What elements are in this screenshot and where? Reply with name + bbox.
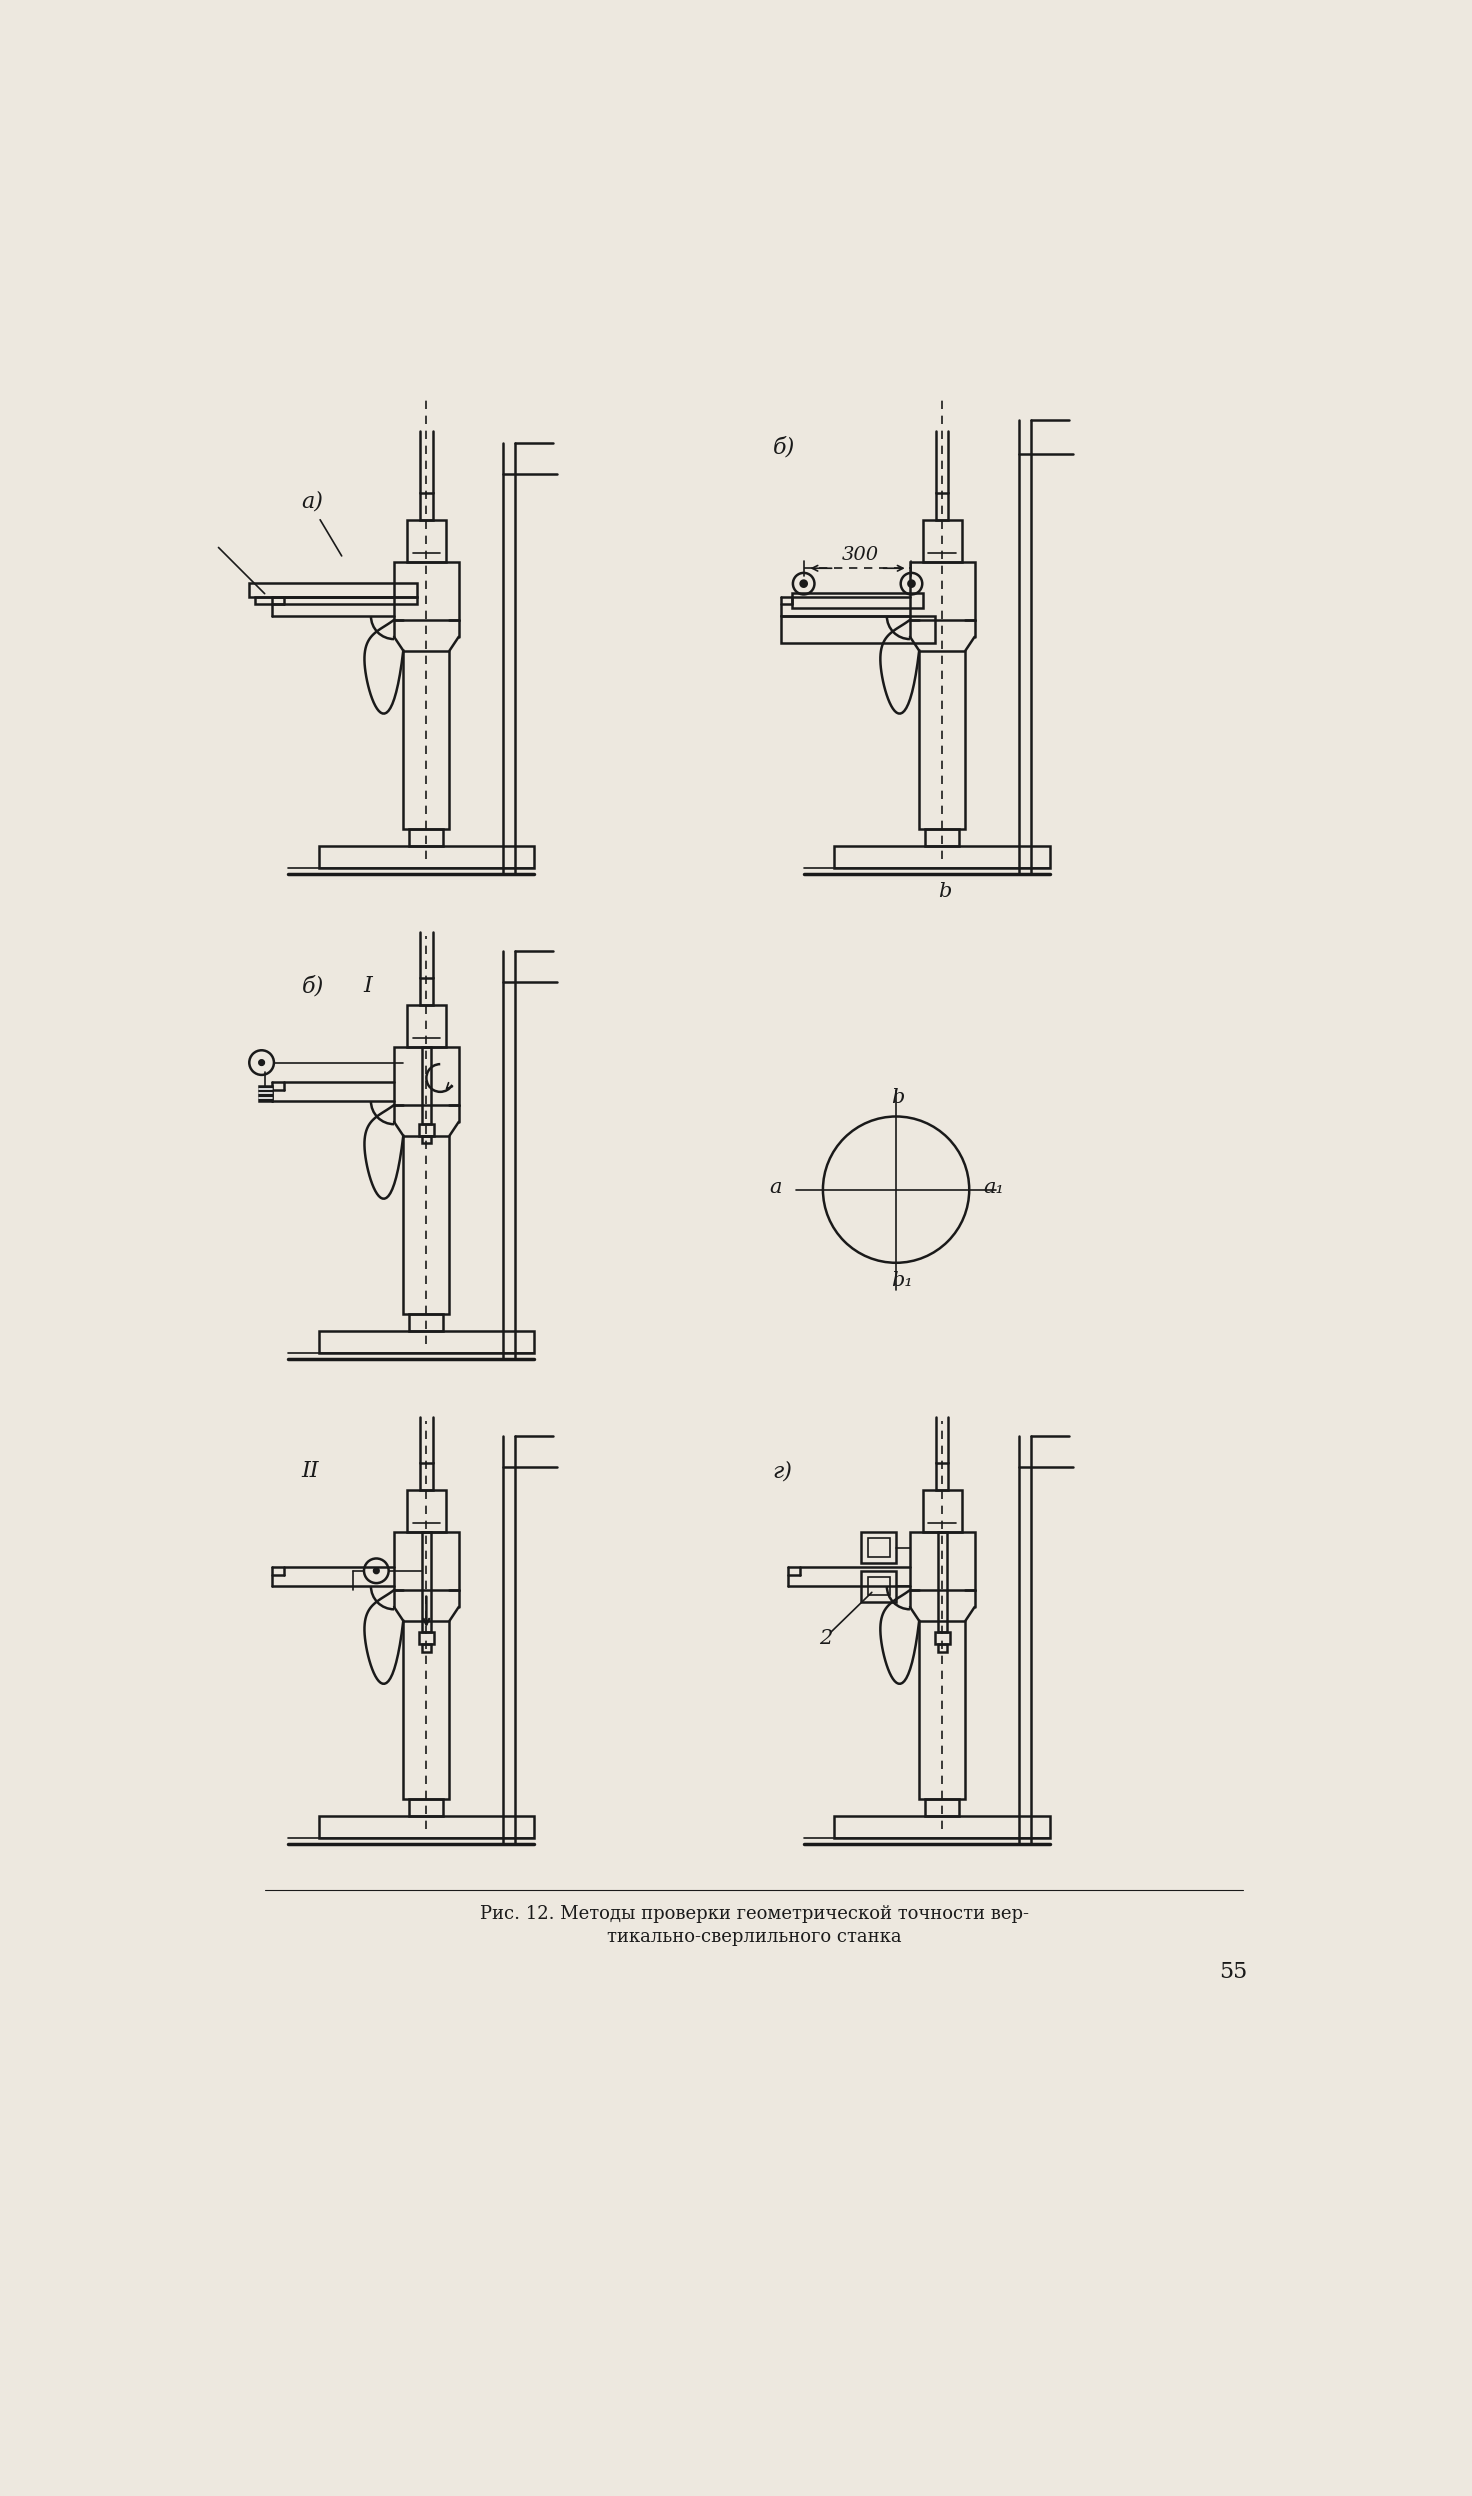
Bar — [422, 1048, 431, 1123]
Bar — [420, 492, 433, 519]
Text: г): г) — [773, 1460, 793, 1483]
Circle shape — [374, 1567, 378, 1572]
Text: b: b — [891, 1088, 904, 1108]
Text: 55: 55 — [1219, 1962, 1248, 1982]
Circle shape — [908, 582, 914, 587]
Bar — [408, 1490, 446, 1533]
Bar — [403, 1620, 449, 1800]
Text: б): б) — [773, 437, 795, 459]
Bar — [938, 1645, 946, 1652]
Text: тикально-сверлильного станка: тикально-сверлильного станка — [606, 1927, 902, 1947]
Text: I: I — [364, 976, 372, 996]
Bar — [936, 492, 948, 519]
Text: 300: 300 — [842, 547, 879, 564]
Bar — [919, 1620, 966, 1800]
Text: a₁: a₁ — [983, 1178, 1004, 1198]
Bar — [394, 562, 459, 619]
Bar — [418, 1123, 434, 1136]
Bar — [910, 562, 974, 619]
Bar — [408, 1006, 446, 1048]
Bar — [409, 1315, 443, 1330]
Bar — [923, 519, 961, 562]
Bar — [422, 1533, 431, 1632]
Text: b₁: b₁ — [891, 1270, 913, 1290]
Text: II: II — [302, 1460, 319, 1483]
Text: b: b — [938, 881, 951, 901]
Bar — [910, 1533, 974, 1590]
Circle shape — [259, 1061, 263, 1066]
Bar — [935, 1632, 949, 1645]
Bar — [861, 1533, 896, 1562]
Bar — [867, 1577, 891, 1595]
Bar — [923, 1490, 961, 1533]
Circle shape — [801, 582, 807, 587]
Bar — [259, 1086, 272, 1101]
Bar — [408, 519, 446, 562]
Text: а): а) — [302, 489, 324, 512]
Bar — [926, 829, 960, 846]
Text: a: a — [768, 1178, 782, 1198]
Bar — [418, 1632, 434, 1645]
Bar — [318, 1330, 534, 1353]
Bar — [420, 1463, 433, 1490]
Bar — [919, 651, 966, 829]
Bar — [867, 1538, 891, 1558]
Bar — [403, 1136, 449, 1315]
Text: 2: 2 — [818, 1630, 832, 1647]
Bar — [403, 651, 449, 829]
Bar — [318, 1817, 534, 1837]
Bar — [422, 1645, 431, 1652]
Bar — [256, 597, 417, 604]
Bar — [318, 846, 534, 869]
Text: б): б) — [302, 976, 324, 996]
Bar — [861, 1570, 896, 1602]
Text: Рис. 12. Методы проверки геометрической точности вер-: Рис. 12. Методы проверки геометрической … — [480, 1904, 1029, 1922]
Bar — [938, 1533, 946, 1632]
Bar — [936, 1463, 948, 1490]
Bar — [409, 1800, 443, 1817]
Bar — [420, 978, 433, 1006]
Bar — [409, 829, 443, 846]
Bar — [780, 617, 935, 644]
Bar — [792, 594, 923, 609]
Bar — [394, 1533, 459, 1590]
Bar — [394, 1048, 459, 1106]
Bar — [422, 1136, 431, 1143]
Bar — [835, 1817, 1050, 1837]
Bar — [249, 584, 417, 597]
Bar — [835, 846, 1050, 869]
Bar — [926, 1800, 960, 1817]
